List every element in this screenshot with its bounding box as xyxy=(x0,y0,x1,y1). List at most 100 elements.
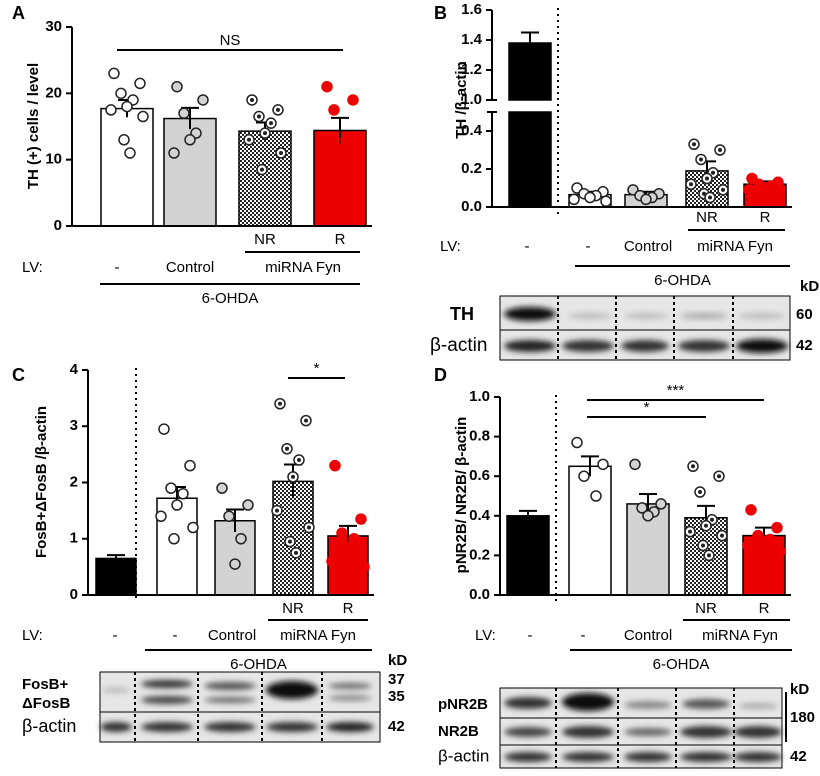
error-bar xyxy=(331,116,349,144)
data-point xyxy=(326,555,338,567)
panel-letter: C xyxy=(12,365,25,385)
blot-label: FosB+ xyxy=(22,676,69,693)
y-axis-label: pNR2B/ NR2B/ β-actin xyxy=(453,417,470,574)
data-point xyxy=(197,94,209,106)
data-point-core xyxy=(247,137,251,142)
y-axis-label: FosB+ΔFosB /β-actin xyxy=(33,406,50,558)
lv-label: LV: xyxy=(475,627,496,644)
significance-label: *** xyxy=(667,382,685,399)
data-point xyxy=(329,459,341,472)
kd-unit: kD xyxy=(800,278,819,295)
data-point xyxy=(758,535,770,548)
data-point xyxy=(636,502,648,514)
data-point xyxy=(328,104,340,116)
kd-weight: 42 xyxy=(790,748,807,765)
y-tick-label: 0.6 xyxy=(469,467,490,484)
blot-label: TH xyxy=(450,304,474,324)
data-point-core xyxy=(717,474,721,479)
category-label: R xyxy=(759,600,770,617)
data-point xyxy=(187,521,199,534)
bar xyxy=(508,111,552,208)
panel-letter: A xyxy=(12,3,25,23)
kd-weight: 42 xyxy=(388,718,405,735)
lv-label: LV: xyxy=(22,627,43,644)
lv-value: - xyxy=(115,259,120,276)
lv-value: miRNA Fyn xyxy=(265,259,341,276)
data-point xyxy=(355,513,367,525)
y-axis-label: TH /β-actin xyxy=(453,61,470,139)
data-point xyxy=(137,110,149,123)
data-point-core xyxy=(692,142,696,147)
data-point xyxy=(340,134,352,146)
y-tick-label: 0 xyxy=(54,217,62,234)
lv-value: - xyxy=(525,238,530,255)
data-point xyxy=(118,134,130,146)
data-point-core xyxy=(279,151,283,156)
lv-label: LV: xyxy=(440,238,461,255)
data-point-core xyxy=(278,401,282,406)
category-label: R xyxy=(760,209,771,226)
data-point xyxy=(171,499,183,511)
blot-b xyxy=(499,295,791,361)
blot-d xyxy=(499,687,787,769)
data-point-core xyxy=(291,474,295,479)
error-bar xyxy=(581,455,599,477)
panel-letter: D xyxy=(434,365,447,385)
data-point-core xyxy=(699,157,703,162)
y-tick-label: 0.8 xyxy=(469,428,490,445)
category-label: NR xyxy=(254,231,276,248)
data-point xyxy=(184,459,196,472)
data-point xyxy=(759,182,771,194)
data-point xyxy=(629,458,641,471)
lv-value: Control xyxy=(208,627,256,644)
y-tick-label: 0.4 xyxy=(469,507,491,524)
data-point-core xyxy=(250,97,254,102)
data-point xyxy=(168,147,180,159)
data-point xyxy=(336,527,348,539)
data-point xyxy=(347,94,359,106)
data-point xyxy=(771,521,783,534)
data-point xyxy=(105,104,117,116)
bar xyxy=(95,557,137,596)
significance-label: * xyxy=(644,399,650,416)
blot-label: β-actin xyxy=(438,746,489,765)
y-tick-label: 1.0 xyxy=(461,91,482,108)
y-tick-label: 1.2 xyxy=(461,61,482,78)
data-point xyxy=(108,67,120,80)
data-point-core xyxy=(720,533,724,538)
data-point xyxy=(578,470,590,482)
data-point xyxy=(134,77,146,90)
data-point xyxy=(743,184,755,196)
lv-value: - xyxy=(113,627,118,644)
data-point xyxy=(745,504,757,516)
data-point-core xyxy=(304,418,308,423)
lv-value: Control xyxy=(624,238,672,255)
data-point xyxy=(597,458,609,471)
y-tick-label: 0.4 xyxy=(461,122,483,139)
data-point xyxy=(216,482,228,494)
data-point-core xyxy=(710,517,714,522)
data-point-core xyxy=(698,490,702,495)
significance-label: NS xyxy=(220,32,241,49)
data-point-core xyxy=(701,543,705,548)
data-point xyxy=(600,195,612,208)
data-point xyxy=(571,436,583,449)
y-tick-label: 0.0 xyxy=(469,586,490,603)
data-point-core xyxy=(691,464,695,469)
data-point xyxy=(229,558,241,570)
data-point xyxy=(321,80,333,93)
lv-value: Control xyxy=(166,259,214,276)
data-point-core xyxy=(294,550,298,555)
data-point xyxy=(177,488,189,500)
data-point xyxy=(155,510,167,522)
data-point xyxy=(584,191,596,204)
data-point xyxy=(742,539,754,552)
data-point xyxy=(568,193,580,206)
bar xyxy=(100,107,154,227)
category-label: R xyxy=(335,231,346,248)
error-bar xyxy=(521,31,539,54)
data-point xyxy=(115,87,127,100)
lv-value: miRNA Fyn xyxy=(702,627,778,644)
category-label: NR xyxy=(282,600,304,617)
